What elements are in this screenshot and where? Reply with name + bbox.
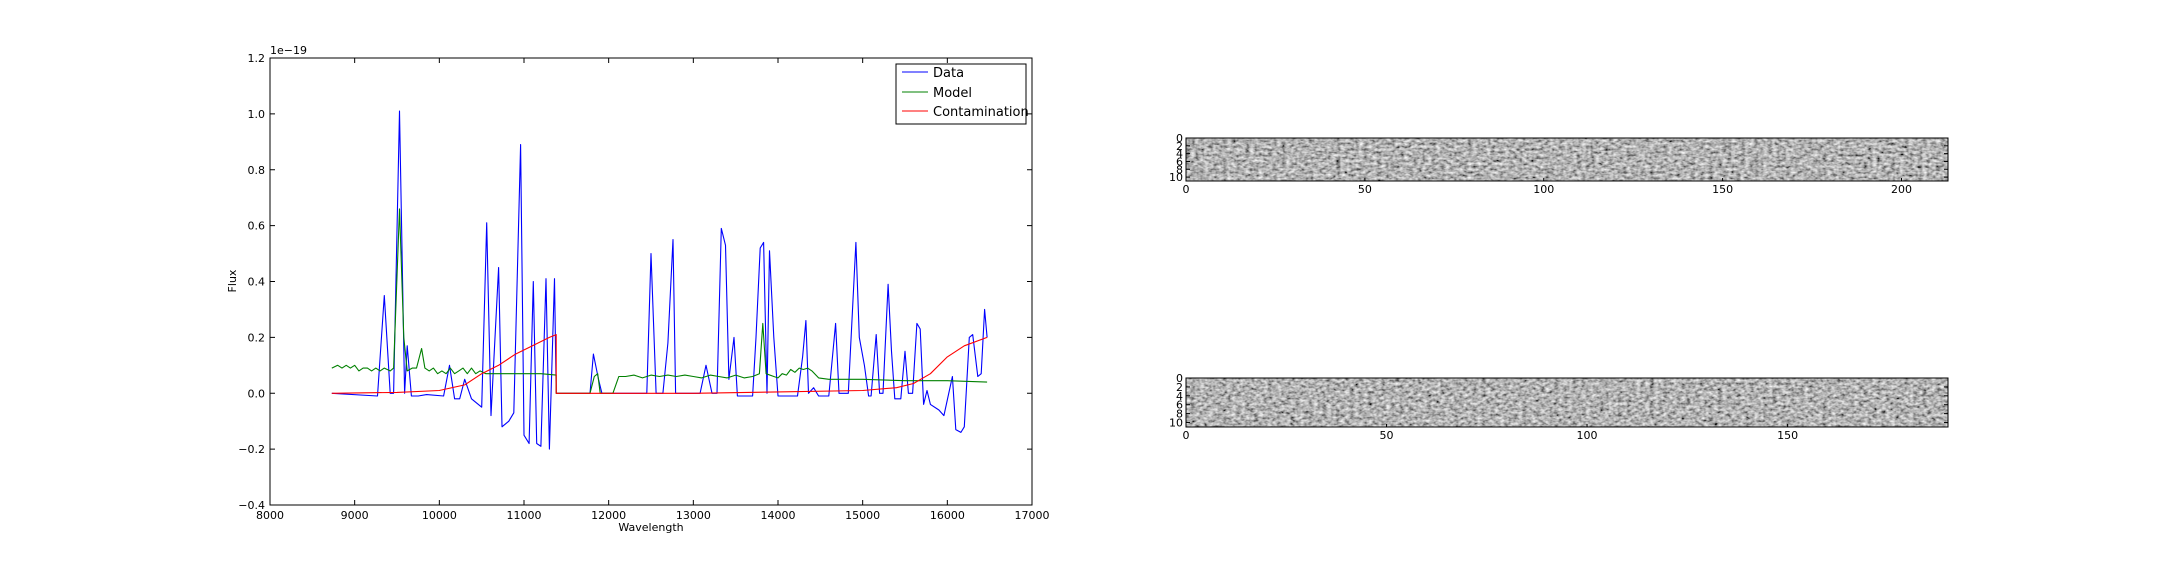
x-tick-label: 11000 [507,509,542,522]
image-frame [1185,137,1949,182]
x-tick-label: 9000 [341,509,369,522]
y-ticks: −0.4 −0.2 0.0 0.2 0.4 0.6 0.8 1.0 1.2 [238,52,1032,512]
y-tick-label: 6 [1176,155,1183,168]
legend-label-contamination: Contamination [933,105,1029,120]
y-tick-label: 2 [1176,381,1183,394]
legend-box [895,63,1027,125]
x-tick-label: 50 [1380,429,1394,442]
y-tick-label: 6 [1176,399,1183,412]
y-tick-label: −0.2 [238,443,265,456]
x-tick-label: 14000 [761,509,796,522]
x-tick-label: 100 [1577,429,1598,442]
y-tick-label: 4 [1176,390,1183,403]
x-tick-label: 15000 [845,509,880,522]
x-axis-label: Wavelength [618,521,683,534]
legend: Data Model Contamination [895,63,1029,125]
x-tick-label: 12000 [591,509,626,522]
y-tick-label: −0.4 [238,499,265,512]
x-tick-label: 16000 [930,509,965,522]
x-tick-label: 200 [1891,183,1912,196]
image-pixels [1186,378,1948,427]
y-tick-label: 0.4 [248,276,266,289]
y-tick-label: 4 [1176,148,1183,161]
y-tick-label: 2 [1176,140,1183,153]
image-frame [1185,377,1949,428]
series-line-data [331,110,988,450]
y-tick-label: 1.2 [248,52,266,65]
x-tick-label: 100 [1533,183,1554,196]
y-tick-label: 8 [1176,163,1183,176]
y-tick-label: 0.0 [248,387,266,400]
y-tick-label: 0.8 [248,164,266,177]
y-tick-label: 0 [1176,132,1183,145]
plot-area [269,57,1033,506]
x-ticks: 0 50 100 150 200 [1183,178,1912,196]
x-tick-label: 8000 [256,509,284,522]
x-tick-label: 13000 [676,509,711,522]
x-tick-label: 17000 [1015,509,1050,522]
y-tick-label: 10 [1169,171,1183,184]
x-tick-label: 0 [1183,429,1190,442]
y-tick-label: 0.2 [248,331,266,344]
x-ticks: 0 50 100 150 [1183,424,1798,442]
y-tick-label: 8 [1176,408,1183,421]
offset-text: 1e−19 [270,44,307,57]
series-line-contamination [331,334,988,394]
y-tick-label: 1.0 [248,108,266,121]
x-tick-label: 0 [1183,183,1190,196]
x-tick-label: 10000 [422,509,457,522]
y-tick-label: 0.6 [248,220,266,233]
x-tick-label: 50 [1358,183,1372,196]
legend-label-model: Model [933,86,972,101]
spectrum-chart: −0.4 −0.2 0.0 0.2 0.4 0.6 0.8 1.0 1.2 8000 9000 10… [226,44,1050,534]
x-tick-label: 150 [1777,429,1798,442]
x-ticks: 8000 9000 10000 11000 12000 13000 14000 15000 16… [256,58,1050,522]
y-axis-label: Flux [226,269,239,292]
legend-label-data: Data [933,66,964,81]
y-tick-label: 0 [1176,372,1183,385]
y-tick-label: 10 [1169,417,1183,430]
series-lines [331,110,988,450]
x-tick-label: 150 [1712,183,1733,196]
image-pixels [1186,138,1948,181]
